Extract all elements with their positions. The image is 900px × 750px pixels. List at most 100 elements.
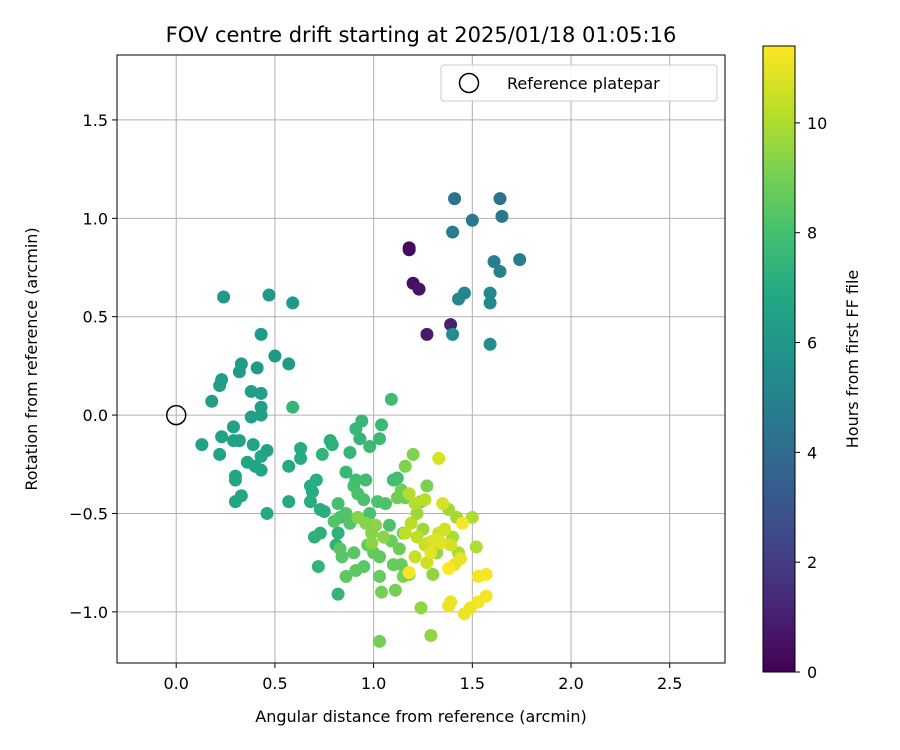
data-point [260,506,274,520]
data-point [217,290,231,304]
data-point [311,560,325,574]
data-point [376,530,390,544]
data-point [232,434,246,448]
data-point [244,384,258,398]
colorbar-tick-label: 4 [807,443,817,462]
data-point [347,546,361,560]
y-axis-label: Rotation from reference (arcmin) [22,227,41,490]
x-axis-label: Angular distance from reference (arcmin) [255,707,586,726]
data-point [493,192,507,206]
data-point [452,292,466,306]
data-point [195,438,209,452]
data-point [412,282,426,296]
data-point [398,459,412,473]
data-point [215,430,229,444]
data-point [246,438,260,452]
data-point [487,255,501,269]
y-tick-label: 0.5 [83,308,108,327]
data-point [432,451,446,465]
data-point [232,365,246,379]
data-point [353,432,367,446]
data-point [317,504,331,518]
colorbar-tick-label: 8 [807,224,817,243]
data-point [404,516,418,530]
data-point [479,567,493,581]
data-point [250,361,264,375]
y-tick-label: 1.5 [83,111,108,130]
colorbar: 0 2 4 6 8 10 Hours from first FF file [762,45,862,682]
data-point [369,518,383,532]
data-point [402,487,416,501]
data-point [365,536,379,550]
data-point [424,628,438,642]
data-point [373,569,387,583]
data-point [254,463,268,477]
data-point [402,243,416,257]
data-point [359,473,373,487]
data-point [294,451,308,465]
data-point [335,550,349,564]
data-point [226,420,240,434]
legend-entry-reference-platepar: Reference platepar [507,74,660,93]
data-point [373,432,387,446]
data-point [453,552,467,566]
y-tick-label: −0.5 [69,504,108,523]
y-axis-ticks: 1.5 1.0 0.5 0.0 −0.5 −1.0 [69,111,117,622]
data-point [513,253,527,267]
x-tick-label: 1.0 [361,674,386,693]
colorbar-tick-label: 6 [807,334,817,353]
data-point [448,192,462,206]
legend-reference-marker [458,72,480,94]
data-point [418,493,432,507]
data-points [195,192,527,648]
data-point [359,516,373,530]
data-point [420,556,434,570]
data-point [339,569,353,583]
data-point [479,589,493,603]
legend: Reference platepar [440,64,718,102]
data-point [357,493,371,507]
data-point [382,518,396,532]
data-point [398,526,412,540]
data-point [327,514,341,528]
data-point [307,530,321,544]
data-point [331,497,345,511]
data-point [444,318,458,332]
x-tick-label: 0.5 [262,674,287,693]
data-point [375,585,389,599]
data-point [282,459,296,473]
x-tick-label: 2.5 [657,674,682,693]
data-point [455,516,469,530]
data-point [414,601,428,615]
data-point [373,550,387,564]
data-point [434,536,448,550]
data-point [286,296,300,310]
colorbar-tick-label: 2 [807,553,817,572]
colorbar-gradient [762,45,796,673]
data-point [339,465,353,479]
data-point [378,497,392,511]
data-point [444,538,458,552]
data-point [286,400,300,414]
legend-box [440,64,718,102]
data-point [410,506,424,520]
data-point [303,495,317,509]
data-point [355,414,369,428]
data-point [363,506,377,520]
data-point [305,485,319,499]
data-point [442,562,456,576]
data-point [331,587,345,601]
x-tick-label: 2.0 [558,674,583,693]
data-point [442,599,456,613]
reference-marker-group [165,404,187,426]
data-point [254,386,268,400]
data-point [446,225,460,239]
data-point [213,379,227,393]
colorbar-ticks: 0 2 4 6 8 10 [795,114,827,682]
data-point [254,408,268,422]
data-point [373,634,387,648]
data-point [493,264,507,278]
data-point [495,209,509,223]
data-point [262,288,276,302]
